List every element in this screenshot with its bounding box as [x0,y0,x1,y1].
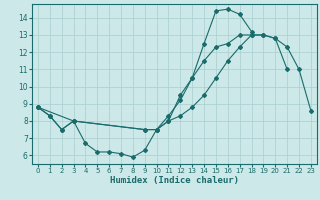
X-axis label: Humidex (Indice chaleur): Humidex (Indice chaleur) [110,176,239,185]
